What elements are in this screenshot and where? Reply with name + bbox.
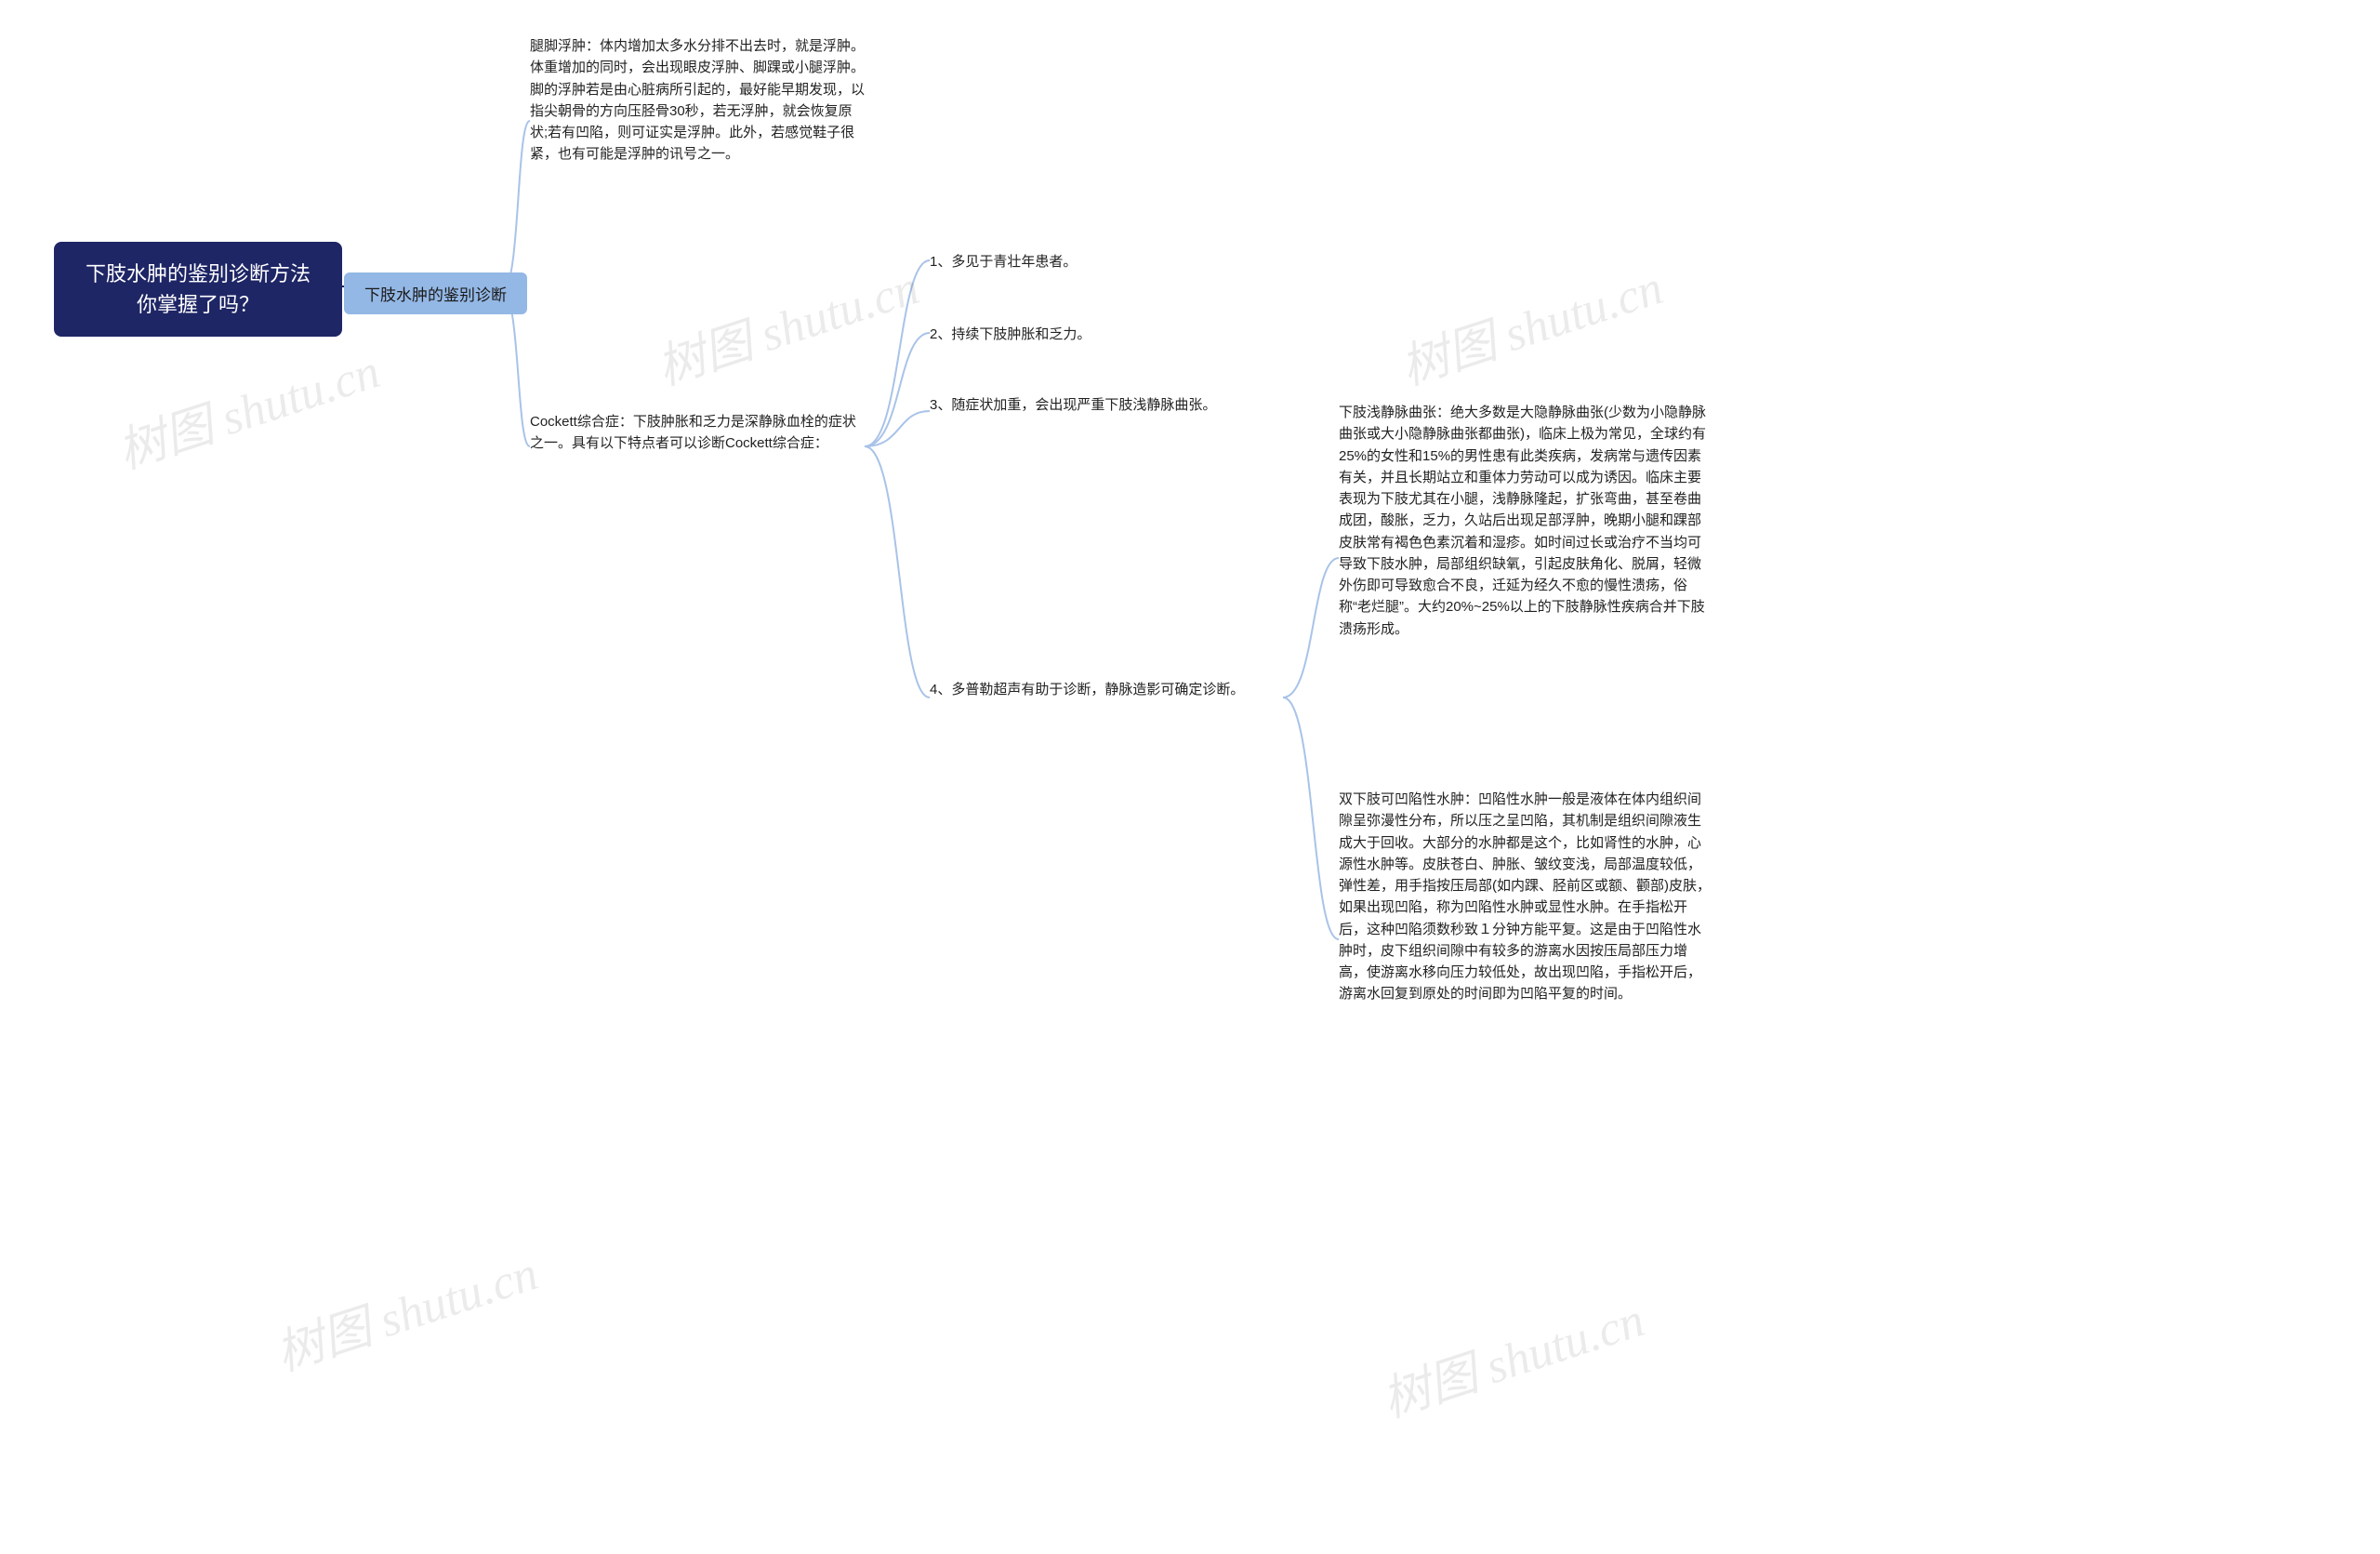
mindmap-canvas: 树图 shutu.cn 树图 shutu.cn 树图 shutu.cn 树图 s… [0,0,2380,1554]
b-item-4-text: 4、多普勒超声有助于诊断，静脉造影可确定诊断。 [930,682,1244,697]
branch-a-node[interactable]: 腿脚浮肿：体内增加太多水分排不出去时，就是浮肿。体重增加的同时，会出现眼皮浮肿、… [530,35,865,166]
branch-a-text: 腿脚浮肿：体内增加太多水分排不出去时，就是浮肿。体重增加的同时，会出现眼皮浮肿、… [530,38,865,162]
i4-child-2-text: 双下肢可凹陷性水肿：凹陷性水肿一般是液体在体内组织间隙呈弥漫性分布，所以压之呈凹… [1339,791,1711,1002]
i4-child-1-text: 下肢浅静脉曲张：绝大多数是大隐静脉曲张(少数为小隐静脉曲张或大小隐静脉曲张都曲张… [1339,405,1706,637]
b-item-3-text: 3、随症状加重，会出现严重下肢浅静脉曲张。 [930,397,1216,413]
conn-b-i1 [865,260,930,446]
conn-i4-c2 [1283,697,1339,939]
b-item-4[interactable]: 4、多普勒超声有助于诊断，静脉造影可确定诊断。 [930,679,1283,700]
level1-node[interactable]: 下肢水肿的鉴别诊断 [344,272,527,314]
level1-text: 下肢水肿的鉴别诊断 [364,286,507,304]
conn-l1-b [502,291,530,446]
watermark: 树图 shutu.cn [647,248,927,398]
conn-b-i2 [865,333,930,446]
watermark: 树图 shutu.cn [1391,248,1671,398]
watermark: 树图 shutu.cn [108,332,388,482]
b-item-2-text: 2、持续下肢肿胀和乏力。 [930,326,1091,342]
watermark: 树图 shutu.cn [266,1234,546,1384]
conn-b-i3 [865,411,930,446]
root-node[interactable]: 下肢水肿的鉴别诊断方法你掌握了吗？ [54,242,342,337]
root-text: 下肢水肿的鉴别诊断方法你掌握了吗？ [86,262,311,316]
conn-b-i4 [865,446,930,697]
branch-b-node[interactable]: Cockett综合症：下肢肿胀和乏力是深静脉血栓的症状之一。具有以下特点者可以诊… [530,411,865,455]
branch-b-text: Cockett综合症：下肢肿胀和乏力是深静脉血栓的症状之一。具有以下特点者可以诊… [530,414,856,451]
b-item-1-text: 1、多见于青壮年患者。 [930,254,1077,270]
conn-i4-c1 [1283,558,1339,697]
watermark: 树图 shutu.cn [1372,1281,1652,1430]
b-item-1[interactable]: 1、多见于青壮年患者。 [930,251,1283,272]
conn-l1-a [502,121,530,291]
b-item-2[interactable]: 2、持续下肢肿胀和乏力。 [930,324,1283,345]
connectors [0,0,2380,1554]
i4-child-1[interactable]: 下肢浅静脉曲张：绝大多数是大隐静脉曲张(少数为小隐静脉曲张或大小隐静脉曲张都曲张… [1339,402,1711,640]
i4-child-2[interactable]: 双下肢可凹陷性水肿：凹陷性水肿一般是液体在体内组织间隙呈弥漫性分布，所以压之呈凹… [1339,789,1711,1005]
b-item-3[interactable]: 3、随症状加重，会出现严重下肢浅静脉曲张。 [930,394,1302,416]
